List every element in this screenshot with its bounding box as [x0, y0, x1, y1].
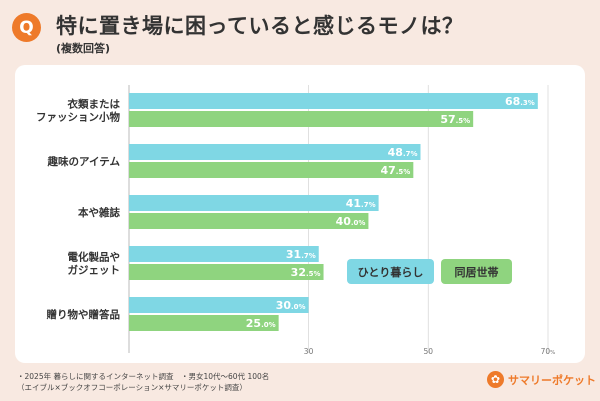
- brand-logo: ✿ サマリーポケット: [487, 371, 596, 388]
- page-title: 特に置き場に困っていると感じるモノは？: [56, 14, 464, 38]
- x-tick-label: 30: [304, 347, 314, 356]
- data-label: 41.7%: [346, 197, 376, 210]
- bar: [129, 264, 324, 280]
- legend-item-household: 同居世帯: [441, 259, 512, 284]
- survey-source: （エイブル×ブックオフコーポレーション×サマリーポケット調査）: [17, 383, 247, 392]
- x-tick-label: 70%: [541, 347, 556, 356]
- bar: [129, 297, 309, 313]
- legend-item-single: ひとり暮らし: [347, 259, 434, 284]
- brand-name: サマリーポケット: [508, 373, 596, 387]
- bar: [129, 213, 369, 229]
- data-label: 30.0%: [276, 299, 306, 312]
- x-tick-label: 50: [424, 347, 434, 356]
- bar: [129, 195, 379, 211]
- category-label: 衣類またはファッション小物: [36, 98, 120, 124]
- bar: [129, 246, 319, 262]
- category-label: 贈り物や贈答品: [47, 308, 121, 321]
- data-label: 32.5%: [291, 266, 321, 279]
- data-label: 48.7%: [388, 146, 418, 159]
- bar: [129, 144, 421, 160]
- bar: [129, 93, 538, 109]
- category-label: 電化製品やガジェット: [68, 251, 121, 277]
- category-label: 趣味のアイテム: [47, 155, 121, 168]
- question-badge: Q: [12, 13, 41, 42]
- bar: [129, 315, 279, 331]
- data-label: 68.3%: [505, 95, 535, 108]
- brand-mark-icon: ✿: [487, 371, 504, 388]
- data-label: 31.7%: [286, 248, 316, 261]
- bar: [129, 162, 414, 178]
- survey-note: ・2025年 暮らしに関するインターネット調査 ・男女10代〜60代 100名: [17, 372, 270, 381]
- bar: [129, 111, 474, 127]
- data-label: 57.5%: [440, 113, 470, 126]
- data-label: 47.5%: [380, 164, 410, 177]
- data-label: 25.0%: [246, 317, 276, 330]
- page-subtitle: (複数回答): [56, 42, 111, 55]
- category-label: 本や雑誌: [78, 206, 120, 219]
- data-label: 40.0%: [336, 215, 366, 228]
